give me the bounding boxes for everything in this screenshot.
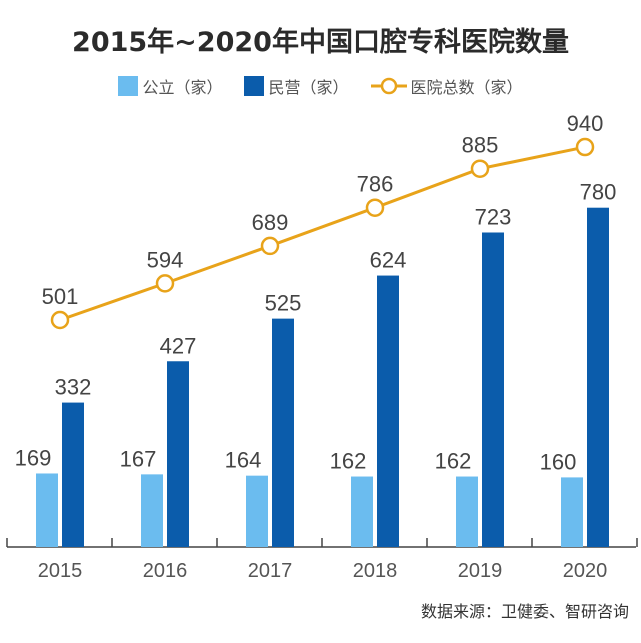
bar-public bbox=[561, 477, 583, 547]
data-label: 525 bbox=[265, 291, 302, 316]
data-label: 160 bbox=[540, 449, 577, 474]
legend-item-total: 医院总数（家） bbox=[370, 74, 523, 98]
total-label: 786 bbox=[357, 172, 394, 197]
legend-label: 公立（家） bbox=[142, 78, 223, 97]
total-label: 940 bbox=[567, 111, 604, 136]
legend: 公立（家） 民营（家） 医院总数（家） bbox=[0, 74, 641, 98]
x-tick-label: 2016 bbox=[143, 560, 188, 582]
x-tick-label: 2018 bbox=[353, 560, 398, 582]
legend-item-private: 民营（家） bbox=[244, 74, 349, 98]
bar-public bbox=[36, 473, 58, 547]
total-line bbox=[59, 145, 586, 322]
total-label: 501 bbox=[42, 284, 79, 309]
bar-private bbox=[167, 361, 189, 547]
total-label: 689 bbox=[252, 210, 289, 235]
total-point bbox=[50, 310, 70, 330]
data-label: 723 bbox=[475, 204, 512, 229]
total-point bbox=[365, 198, 385, 217]
bar-private bbox=[272, 318, 294, 547]
legend-line-marker-icon bbox=[370, 77, 407, 95]
data-label: 169 bbox=[15, 445, 52, 470]
bar-private bbox=[62, 402, 84, 547]
total-label: 885 bbox=[462, 133, 499, 158]
data-label: 162 bbox=[330, 449, 367, 474]
legend-label: 医院总数（家） bbox=[410, 78, 523, 97]
x-tick-label: 2020 bbox=[563, 560, 608, 582]
data-label: 164 bbox=[225, 448, 262, 473]
x-tick-label: 2017 bbox=[248, 560, 293, 582]
bar-private bbox=[377, 275, 399, 547]
data-label: 162 bbox=[435, 449, 472, 474]
chart-title: 2015年~2020年中国口腔专科医院数量 bbox=[72, 27, 569, 58]
bar-public bbox=[141, 474, 163, 547]
total-point bbox=[260, 236, 280, 256]
legend-swatch bbox=[244, 76, 265, 96]
bar-public bbox=[351, 476, 373, 547]
source-note: 数据来源：卫健委、智研咨询 bbox=[420, 602, 629, 621]
legend-swatch bbox=[118, 76, 139, 96]
total-point bbox=[155, 274, 175, 293]
data-label: 167 bbox=[120, 446, 157, 471]
legend-item-public: 公立（家） bbox=[118, 74, 222, 98]
bar-private bbox=[587, 207, 609, 547]
x-tick-label: 2015 bbox=[38, 560, 83, 582]
bar-public bbox=[456, 476, 478, 547]
bar-public bbox=[246, 475, 268, 547]
data-label: 427 bbox=[160, 333, 197, 358]
total-label: 594 bbox=[147, 247, 184, 272]
data-label: 624 bbox=[370, 248, 407, 273]
total-point bbox=[470, 159, 490, 178]
data-label: 332 bbox=[55, 375, 92, 400]
x-tick-label: 2019 bbox=[458, 560, 503, 582]
legend-label: 民营（家） bbox=[268, 78, 349, 97]
data-label: 780 bbox=[580, 180, 617, 205]
total-point bbox=[575, 137, 595, 157]
bar-private bbox=[482, 232, 504, 547]
